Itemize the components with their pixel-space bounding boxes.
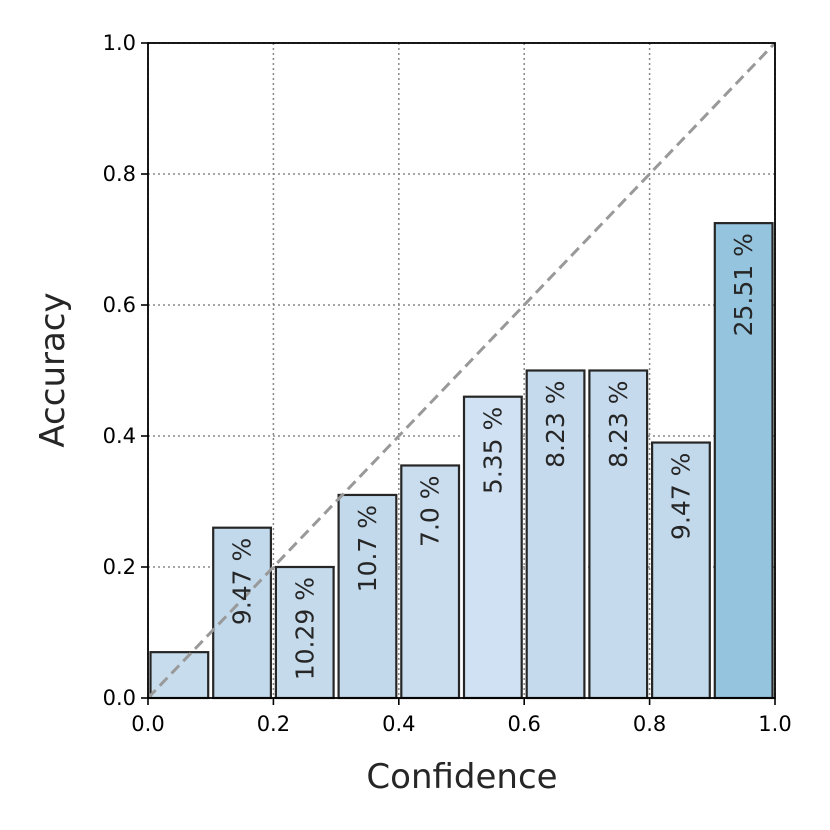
bar-label: 5.35 % [478, 407, 507, 494]
bar-label: 10.29 % [290, 577, 319, 680]
x-tick-label: 0.0 [131, 712, 164, 736]
y-tick-label: 0.8 [103, 162, 136, 186]
bars [149, 222, 774, 700]
x-tick-label: 0.2 [257, 712, 290, 736]
bar [462, 395, 523, 700]
x-tick-label: 0.4 [382, 712, 415, 736]
bar [149, 651, 210, 700]
x-axis-title: Confidence [366, 757, 557, 797]
y-tick-label: 1.0 [103, 31, 136, 55]
bar [274, 565, 335, 700]
y-tick-label: 0.2 [103, 555, 136, 579]
bar [337, 493, 398, 700]
bar-label: 10.7 % [353, 505, 382, 592]
y-tick-label: 0.6 [103, 293, 136, 317]
bar-label: 9.47 % [228, 538, 257, 625]
bar-label: 8.23 % [541, 381, 570, 468]
x-tick-label: 1.0 [758, 712, 791, 736]
diagonal-reference [146, 41, 777, 700]
bar-labels: 9.47 % 10.29 % 10.7 % 7.0 % 5.35 % 8.23 % 8.23… [228, 233, 759, 680]
x-tick-label: 0.6 [507, 712, 540, 736]
bar-label: 9.47 % [666, 453, 695, 540]
axes: 0.0 0.2 0.4 0.6 0.8 1.0 0.0 0.2 0.4 0.6 0.8 1.0 [103, 31, 792, 736]
y-tick-label: 0.0 [103, 686, 136, 710]
bar-label: 25.51 % [729, 233, 758, 336]
y-axis-title: Accuracy [33, 292, 73, 447]
bar-label: 8.23 % [604, 381, 633, 468]
bar [525, 369, 586, 700]
plot-frame [147, 42, 776, 699]
perfect-calibration-line [146, 41, 777, 700]
x-tick-label: 0.8 [633, 712, 666, 736]
y-tick-label: 0.4 [103, 424, 136, 448]
bar [400, 464, 461, 700]
bar [212, 526, 272, 700]
bar-label: 7.0 % [416, 475, 445, 546]
